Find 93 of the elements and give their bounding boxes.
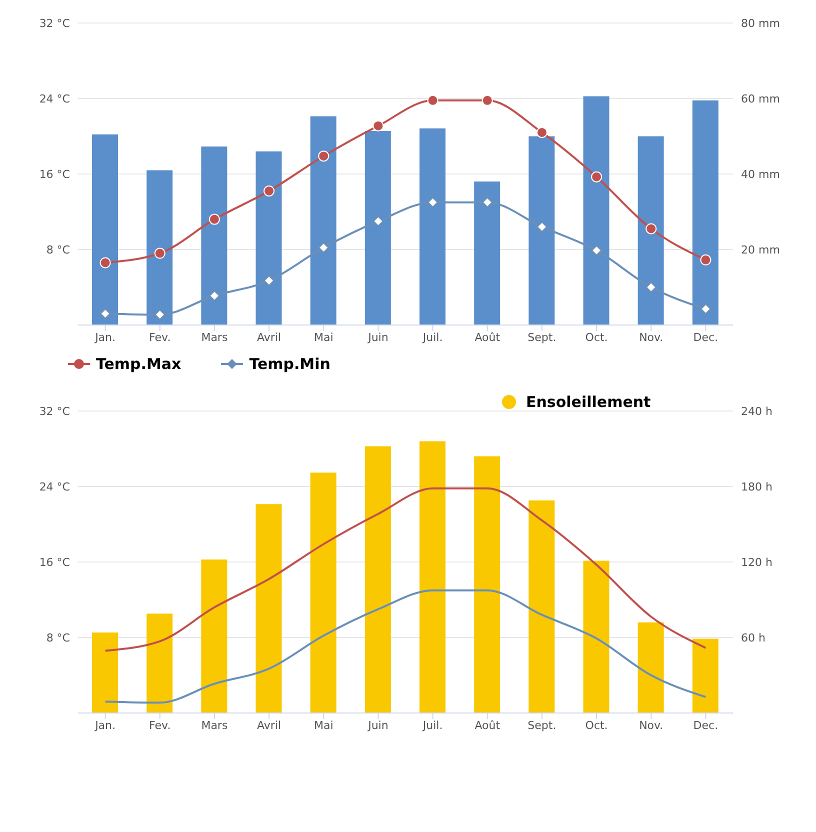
bar — [638, 622, 664, 713]
bar — [420, 441, 446, 713]
point — [208, 214, 220, 225]
bar — [474, 182, 500, 325]
bar — [692, 638, 718, 713]
x-tick-label: Mai — [314, 330, 334, 344]
x-tick-label: Fev. — [149, 330, 171, 344]
bar — [364, 446, 391, 713]
legend-label: Temp.Max — [96, 355, 182, 373]
x-tick-label: Mars — [201, 718, 228, 732]
y2-tick-label: 120 h — [741, 556, 772, 569]
bar — [146, 614, 173, 713]
bar — [474, 456, 500, 713]
y-tick-label: 16 °C — [39, 556, 70, 569]
bar — [638, 136, 664, 325]
legend-label: Temp.Min — [249, 355, 330, 373]
bar — [583, 96, 610, 325]
point — [154, 248, 166, 259]
y-tick-label: 24 °C — [39, 480, 70, 494]
point — [100, 257, 111, 268]
point — [427, 94, 438, 106]
y2-tick-label: 80 mm — [741, 16, 780, 30]
point — [590, 244, 602, 256]
point — [372, 215, 384, 227]
bar — [528, 500, 555, 713]
point — [536, 126, 548, 138]
point — [700, 254, 712, 266]
bar — [692, 100, 718, 325]
x-tick-label: Juin — [367, 330, 388, 344]
point — [427, 196, 439, 208]
bar — [256, 151, 282, 325]
x-tick-label: Sept. — [528, 330, 556, 344]
point — [100, 308, 112, 320]
bar — [201, 146, 228, 325]
bar — [92, 134, 118, 325]
bar — [364, 130, 391, 325]
point — [263, 274, 275, 286]
point — [645, 282, 657, 293]
y2-tick-label: 20 mm — [741, 243, 780, 256]
x-tick-label: Avril — [257, 330, 282, 344]
point — [591, 171, 602, 182]
x-tick-label: Jan. — [94, 330, 116, 344]
x-tick-label: Avril — [257, 718, 282, 732]
x-tick-label: Oct. — [585, 718, 608, 732]
line-series — [104, 487, 707, 652]
bar — [420, 128, 446, 325]
point — [646, 223, 657, 234]
legend-label: Ensoleillement — [526, 393, 651, 411]
point — [154, 308, 166, 320]
x-tick-label: Nov. — [639, 718, 664, 732]
y-tick-label: 8 °C — [46, 631, 70, 644]
point — [318, 150, 330, 162]
x-tick-label: Dec. — [693, 330, 718, 344]
bar — [201, 559, 228, 713]
x-tick-label: Août — [474, 330, 501, 344]
y2-tick-label: 40 mm — [741, 168, 780, 181]
point — [208, 290, 220, 302]
bar — [256, 504, 282, 713]
point — [482, 94, 493, 106]
bar — [146, 170, 173, 325]
point — [264, 185, 275, 196]
x-tick-label: Juil. — [422, 718, 443, 732]
bar — [310, 116, 336, 325]
x-tick-label: Mars — [201, 330, 228, 344]
x-tick-label: Juin — [367, 718, 388, 732]
point — [482, 196, 494, 208]
x-tick-label: Juil. — [422, 330, 443, 344]
y2-tick-label: 180 h — [741, 480, 772, 494]
x-tick-label: Sept. — [528, 718, 556, 732]
point — [372, 120, 384, 132]
x-tick-label: Août — [474, 718, 501, 732]
line-series — [104, 589, 707, 704]
y2-tick-label: 60 mm — [741, 92, 780, 106]
y2-tick-label: 240 h — [741, 404, 772, 418]
x-tick-label: Nov. — [639, 330, 664, 344]
y-tick-label: 16 °C — [39, 168, 70, 181]
x-tick-label: Fev. — [149, 718, 171, 732]
y2-tick-label: 60 h — [741, 631, 766, 644]
y-tick-label: 32 °C — [39, 404, 70, 418]
bar — [92, 632, 118, 713]
y-tick-label: 32 °C — [39, 16, 70, 30]
y-tick-label: 24 °C — [39, 92, 70, 106]
bar — [583, 560, 610, 713]
x-tick-label: Dec. — [693, 718, 718, 732]
bar — [310, 472, 336, 713]
point — [536, 221, 548, 233]
y-tick-label: 8 °C — [46, 243, 70, 256]
point — [700, 303, 712, 315]
x-tick-label: Oct. — [585, 330, 608, 344]
point — [318, 242, 330, 254]
bar — [528, 136, 555, 325]
x-tick-label: Mai — [314, 718, 334, 732]
x-tick-label: Jan. — [94, 718, 116, 732]
